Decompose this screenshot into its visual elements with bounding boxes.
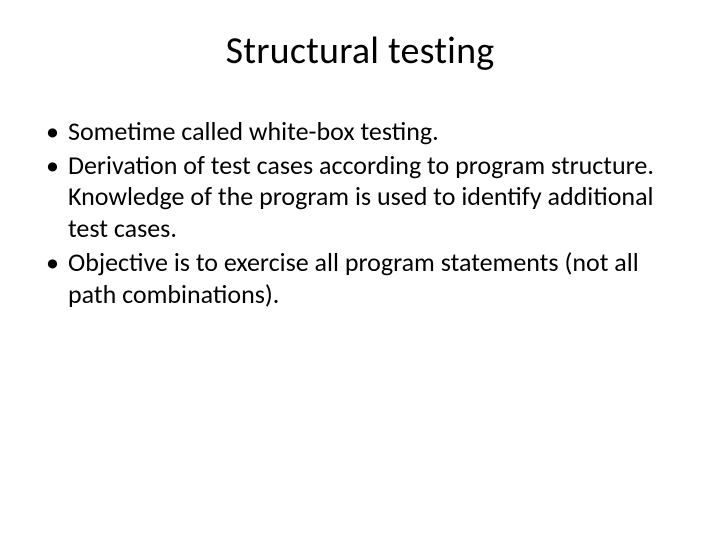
slide-container: Structural testing Sometime called white…: [0, 0, 720, 540]
bullet-item: Derivation of test cases according to pr…: [40, 150, 680, 245]
bullet-list: Sometime called white-box testing. Deriv…: [40, 116, 680, 310]
bullet-item: Sometime called white-box testing.: [40, 116, 680, 148]
slide-title: Structural testing: [40, 28, 680, 74]
bullet-item: Objective is to exercise all program sta…: [40, 247, 680, 310]
